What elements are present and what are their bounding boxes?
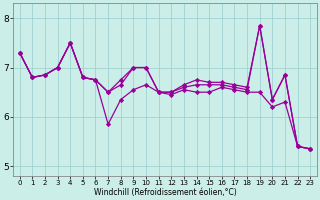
X-axis label: Windchill (Refroidissement éolien,°C): Windchill (Refroidissement éolien,°C) [93, 188, 236, 197]
